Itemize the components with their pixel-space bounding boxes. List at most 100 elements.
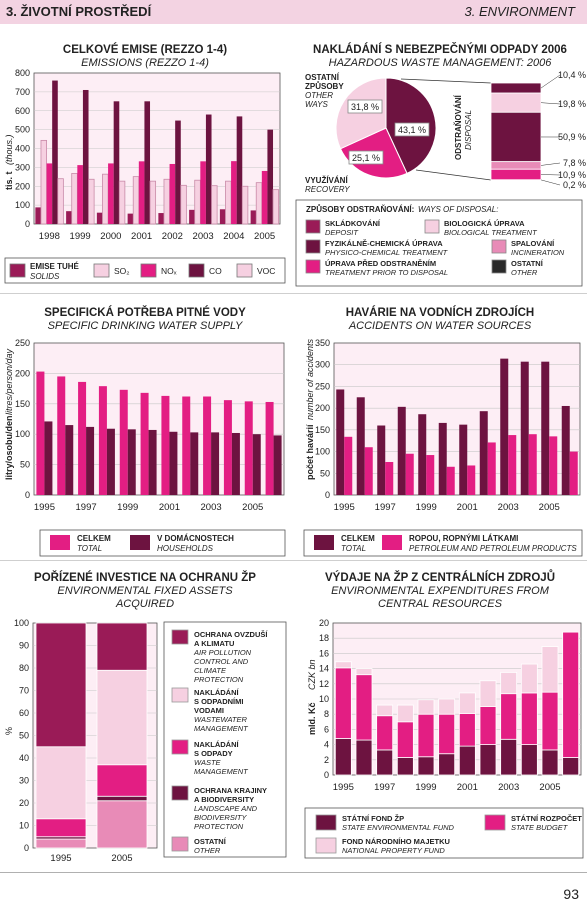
investment-legend-label: S ODPADY [194, 749, 233, 758]
accidents-y-tick-label: 200 [315, 403, 330, 413]
accidents-bar [520, 361, 529, 495]
emissions-legend-swatch [9, 263, 26, 278]
water-y-tick-label: 150 [15, 399, 30, 409]
investment-legend-label: OSTATNÍ [194, 837, 227, 846]
accidents-plot-area [333, 342, 581, 496]
emissions-y-tick-label: 400 [15, 144, 30, 154]
water-bar [190, 432, 199, 495]
accidents-bar [438, 422, 447, 495]
emissions-legend-label: EMISE TUHÉ [30, 262, 80, 271]
emissions-bar [113, 101, 120, 224]
expenditure-x-tick-label: 2003 [498, 782, 519, 793]
emissions-bar [231, 161, 237, 224]
waste-stack-leader [540, 162, 561, 166]
divider [0, 560, 587, 561]
investment-bar-segment [96, 622, 148, 671]
investment-legend-label-en: PROTECTION [194, 675, 244, 684]
emissions-bar [225, 180, 232, 225]
emissions-bar [149, 180, 157, 225]
water-x-tick-label: 2003 [201, 502, 222, 513]
investment-title: POŘÍZENÉ INVESTICE NA OCHRANU ŽP ENVIRONM… [34, 572, 256, 610]
emissions-bar [138, 161, 145, 224]
accidents-x-tick-label: 1997 [375, 502, 396, 513]
emissions-x-tick-label: 2003 [193, 231, 214, 242]
accidents-x-tick-label: 1999 [416, 502, 437, 513]
emissions-bar [205, 114, 212, 224]
emissions-y-tick-label: 100 [15, 200, 30, 210]
investment-legend-label: A KLIMATU [194, 639, 234, 648]
water-bar [106, 428, 115, 495]
waste-other-label-en: OTHER [305, 91, 333, 100]
accidents-bar [467, 465, 476, 495]
accidents-bar [364, 447, 373, 495]
water-y-tick-label: 250 [15, 338, 30, 348]
water-x-tick-label: 1997 [76, 502, 97, 513]
expenditure-legend-label-en: STATE BUDGET [511, 823, 569, 832]
waste-legend-label: ÚPRAVA PŘED ODSTRANĚNÍM [325, 259, 436, 268]
investment-legend-label: OCHRANA OVZDUŠÍ [194, 630, 268, 639]
investment-bar-segment [96, 764, 148, 797]
accidents-bar [561, 405, 570, 495]
investment-legend-label-en: PROTECTION [194, 822, 244, 831]
accidents-bar [487, 442, 496, 495]
waste-other-label-en: WAYS [305, 100, 328, 109]
investment-bar-segment [35, 818, 87, 838]
water-bar [119, 389, 128, 495]
emissions-bar [158, 213, 164, 224]
waste-other-label: OSTATNÍ [305, 73, 340, 82]
expenditure-legend-label: STÁTNÍ FOND ŽP [342, 814, 404, 823]
expenditure-x-tick-label: 2005 [539, 782, 560, 793]
waste-legend-label-en: PHYSICO-CHEMICAL TREATMENT [325, 248, 449, 257]
accidents-y-tick-label: 0 [325, 490, 330, 500]
waste-legend [295, 199, 583, 287]
expenditure-x-tick-label: 1997 [374, 782, 395, 793]
expenditure-bar-segment [458, 692, 476, 714]
emissions-bar [250, 210, 257, 224]
water-legend-label: CELKEM [77, 534, 111, 543]
expenditure-bar-segment [417, 713, 435, 758]
accidents-legend [303, 529, 583, 557]
investment-legend-label-en: LANDSCAPE AND [194, 804, 258, 813]
investment-y-tick-label: 0 [24, 843, 29, 853]
expenditure-y-tick-label: 14 [319, 664, 329, 674]
investment-bar-segment [35, 746, 87, 820]
expenditure-y-tick-label: 4 [324, 740, 329, 750]
accidents-bar [397, 406, 406, 495]
emissions-bar [261, 170, 268, 224]
investment-y-tick-label: 100 [14, 618, 29, 628]
waste-stack-segment [490, 111, 542, 163]
expenditure-title: VÝDAJE NA ŽP Z CENTRÁLNÍCH ZDROJŮ ENVIRON… [324, 572, 556, 610]
waste-other-label: ZPŮSOBY [305, 81, 344, 91]
emissions-y-label-en: (thous.) [4, 134, 14, 165]
water-legend-swatch [130, 535, 150, 550]
water-bar [148, 429, 157, 495]
expenditure-y-tick-label: 8 [324, 709, 329, 719]
expenditure-bar-segment [334, 661, 352, 669]
emissions-bar [169, 163, 176, 224]
expenditure-bar-segment [376, 715, 394, 751]
investment-legend-swatch [171, 836, 189, 852]
expenditure-legend [304, 807, 584, 859]
investment-legend-label-en: WASTE [194, 758, 222, 767]
emissions-bar [66, 211, 72, 224]
water-bar [140, 392, 149, 495]
expenditure-y-tick-label: 2 [324, 755, 329, 765]
water-bar [86, 426, 95, 495]
waste-pie-label-box [394, 122, 430, 137]
expenditure-bar-segment [355, 674, 373, 741]
emissions-x-tick-label: 2005 [254, 231, 275, 242]
divider [0, 293, 587, 294]
waste-pie-label: 31,8 % [351, 102, 379, 112]
waste-stack-label: 0,2 % [563, 180, 586, 190]
waste-stack-label: 19,8 % [558, 99, 586, 109]
investment-legend-label: NAKLÁDÁNÍ [194, 688, 239, 697]
emissions-x-tick-label: 2000 [100, 231, 121, 242]
emissions-bar [71, 173, 78, 225]
expenditure-y-tick-label: 20 [319, 618, 329, 628]
emissions-legend-label: NOₓ [161, 266, 177, 276]
water-legend-label: V DOMÁCNOSTECH [157, 534, 234, 543]
emissions-legend-swatch [93, 263, 110, 278]
investment-bar-segment [96, 669, 148, 766]
accidents-legend-label: ROPOU, ROPNÝMI LÁTKAMI [409, 534, 518, 543]
waste-legend-label: SPALOVÁNÍ [511, 239, 555, 248]
